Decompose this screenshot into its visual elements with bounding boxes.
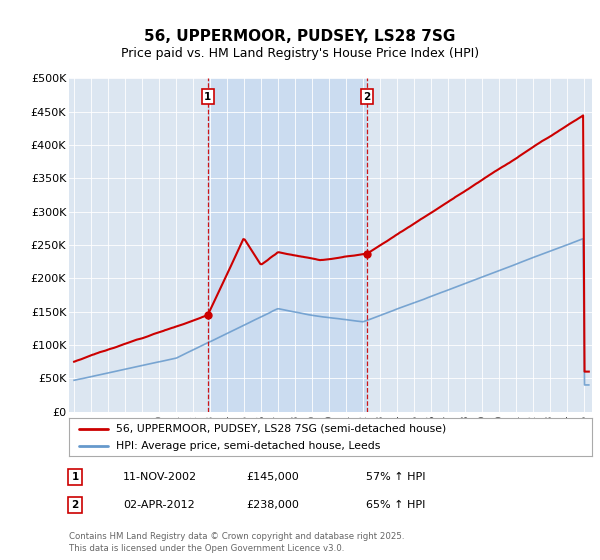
Text: 56, UPPERMOOR, PUDSEY, LS28 7SG: 56, UPPERMOOR, PUDSEY, LS28 7SG bbox=[145, 29, 455, 44]
Text: 2: 2 bbox=[364, 92, 371, 102]
Text: £238,000: £238,000 bbox=[246, 500, 299, 510]
Text: 65% ↑ HPI: 65% ↑ HPI bbox=[366, 500, 425, 510]
Text: £145,000: £145,000 bbox=[246, 472, 299, 482]
Text: 56, UPPERMOOR, PUDSEY, LS28 7SG (semi-detached house): 56, UPPERMOOR, PUDSEY, LS28 7SG (semi-de… bbox=[116, 424, 446, 434]
Bar bbox=[208, 78, 367, 412]
Text: 1: 1 bbox=[204, 92, 211, 102]
Text: 57% ↑ HPI: 57% ↑ HPI bbox=[366, 472, 425, 482]
Text: HPI: Average price, semi-detached house, Leeds: HPI: Average price, semi-detached house,… bbox=[116, 441, 380, 451]
Text: 11-NOV-2002: 11-NOV-2002 bbox=[123, 472, 197, 482]
Text: 02-APR-2012: 02-APR-2012 bbox=[123, 500, 195, 510]
Text: 1: 1 bbox=[71, 472, 79, 482]
Text: Price paid vs. HM Land Registry's House Price Index (HPI): Price paid vs. HM Land Registry's House … bbox=[121, 46, 479, 60]
Text: Contains HM Land Registry data © Crown copyright and database right 2025.
This d: Contains HM Land Registry data © Crown c… bbox=[69, 532, 404, 553]
Text: 2: 2 bbox=[71, 500, 79, 510]
